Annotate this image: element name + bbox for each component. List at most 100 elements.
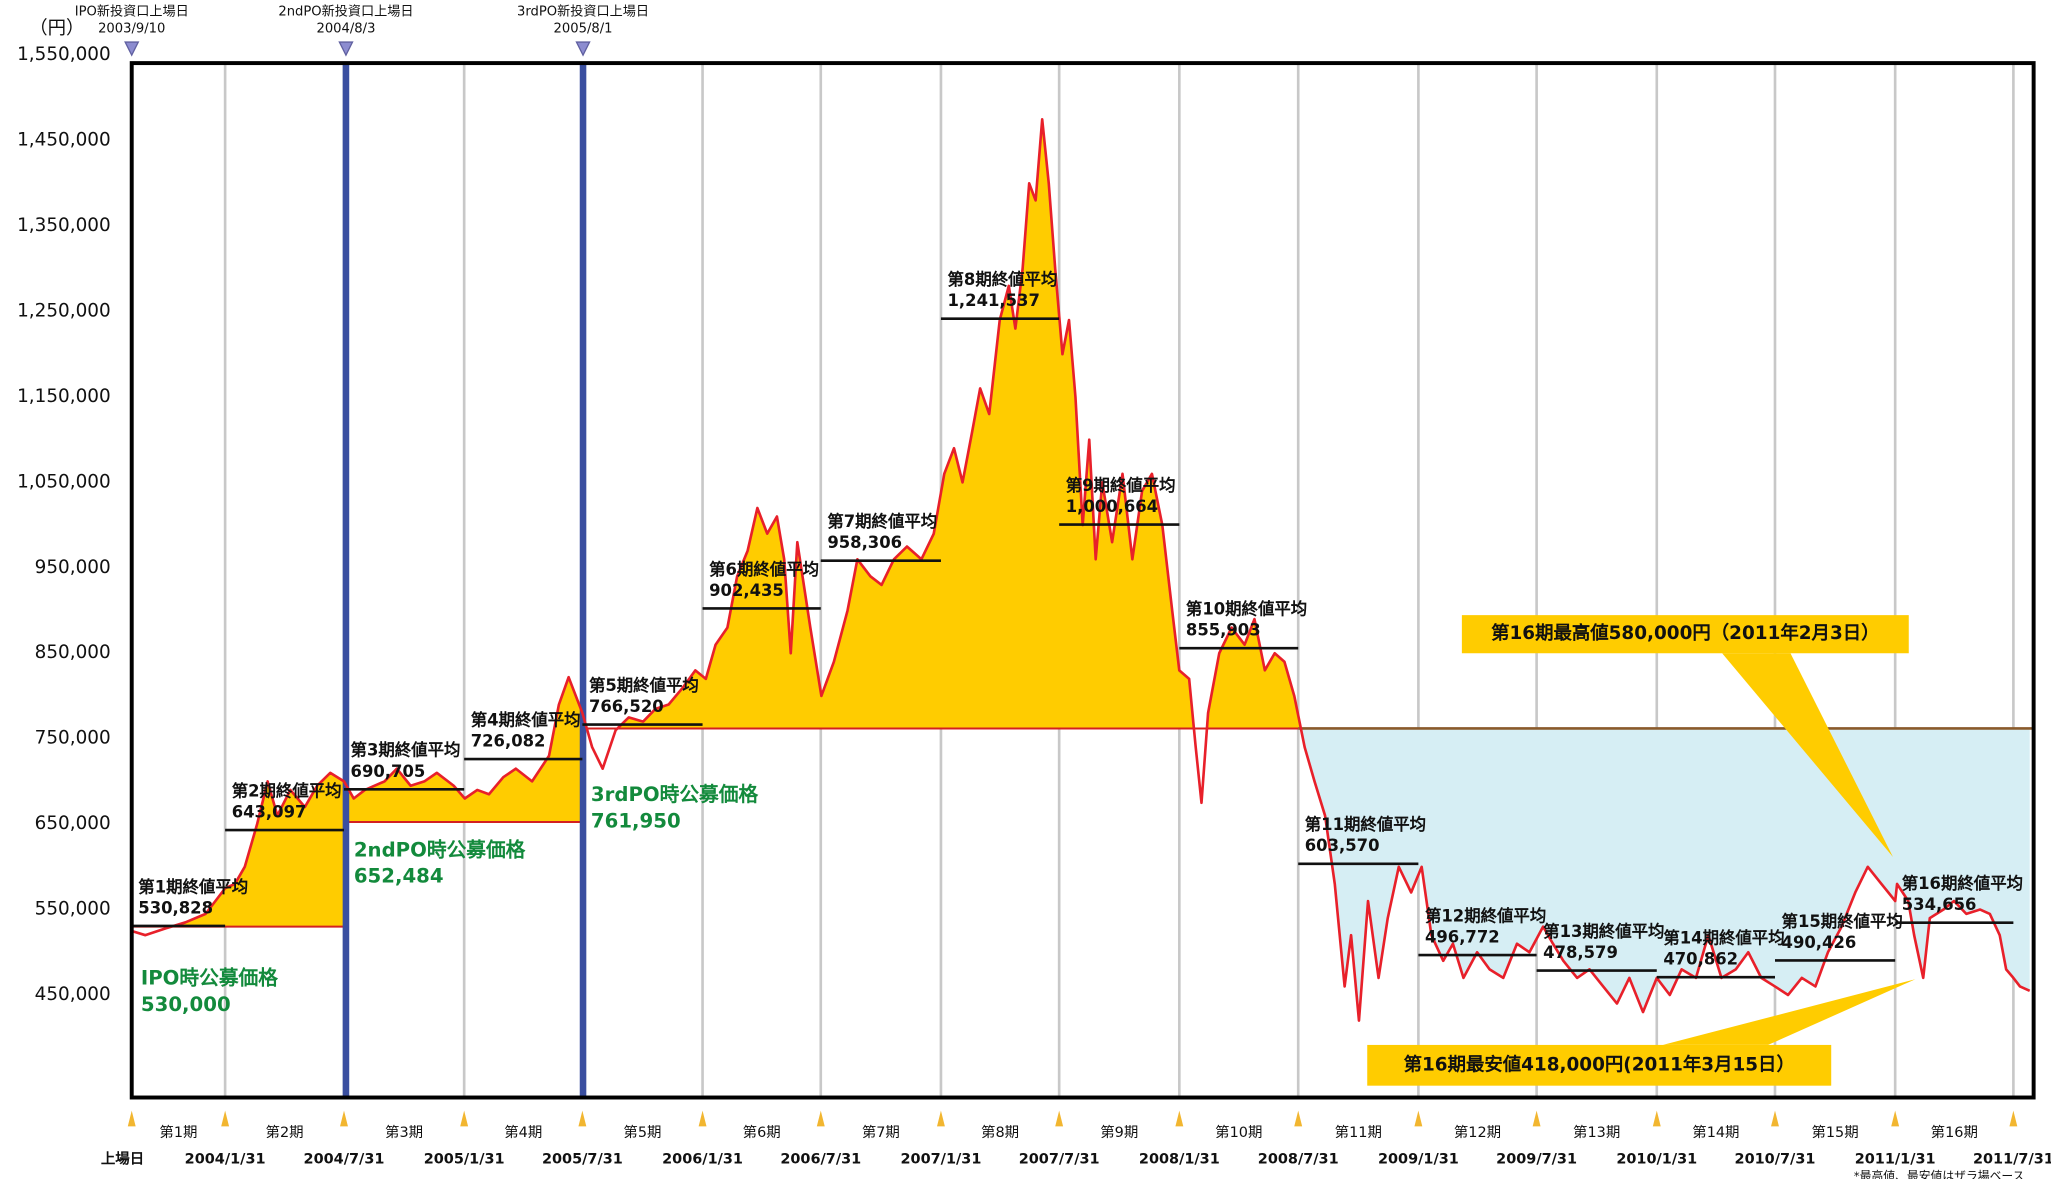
x-tick-label: 2011/7/31 [1973,1151,2051,1167]
average-value: 690,705 [351,762,426,781]
period-label: 第6期 [743,1123,781,1141]
unit-label: （円） [29,18,84,39]
x-tick-label: 2008/1/31 [1139,1151,1220,1167]
average-value: 530,828 [138,898,213,917]
y-tick-label: 850,000 [35,642,111,663]
x-tick-label: 2004/7/31 [304,1151,385,1167]
offering-label: IPO時公募価格 [141,967,278,990]
period-label: 第3期 [385,1123,423,1141]
average-value: 496,772 [1425,927,1500,946]
x-marker [221,1110,230,1127]
y-tick-label: 1,350,000 [17,215,111,236]
x-marker [1294,1110,1303,1127]
period-label: 第13期 [1573,1123,1620,1141]
average-title: 第2期終値平均 [232,781,342,800]
area-above [583,119,2030,729]
average-value: 534,656 [1902,895,1977,914]
average-title: 第4期終値平均 [471,710,581,729]
callout-box [1461,615,1909,654]
period-label: 第16期 [1931,1123,1978,1141]
average-title: 第16期終値平均 [1902,874,2023,893]
average-value: 478,579 [1543,943,1618,962]
average-value: 766,520 [589,697,664,716]
period-label: 第5期 [623,1123,661,1141]
area-above [345,677,584,822]
footnote: *最高値、最安値はザラ場ベース [1854,1169,2025,1179]
average-value: 726,082 [471,732,546,751]
offering-label: 2ndPO時公募価格 [354,838,526,861]
average-value: 902,435 [709,581,784,600]
y-tick-label: 950,000 [35,557,111,578]
x-marker [816,1110,825,1127]
average-title: 第1期終値平均 [138,877,248,896]
y-tick-label: 550,000 [35,899,111,920]
period-label: 第1期 [159,1123,197,1141]
period-label: 第8期 [981,1123,1019,1141]
x-tick-label: 2006/1/31 [662,1151,743,1167]
listing-label: IPO新投資口上場日 [75,3,189,19]
callout-box [1367,1044,1832,1086]
x-tick-label: 2008/7/31 [1258,1151,1339,1167]
average-title: 第15期終値平均 [1782,912,1903,931]
x-marker [1532,1110,1541,1127]
offering-value: 761,950 [591,809,681,832]
x-tick-label: 2005/1/31 [424,1151,505,1167]
average-title: 第14期終値平均 [1663,929,1784,948]
y-tick-label: 1,050,000 [17,471,111,492]
x-tick-label: 2010/1/31 [1616,1151,1697,1167]
listing-date: 2003/9/10 [98,21,165,36]
average-value: 490,426 [1782,933,1857,952]
y-tick-label: 1,450,000 [17,130,111,151]
period-label: 第15期 [1811,1123,1858,1141]
callout-text: 第16期最安値418,000円(2011年3月15日） [1404,1053,1795,1075]
listing-label: 3rdPO新投資口上場日 [517,3,649,19]
average-title: 第7期終値平均 [827,512,937,531]
x-marker [1414,1110,1423,1127]
x-marker [1891,1110,1900,1127]
x-tick-label: 2005/7/31 [542,1151,623,1167]
plot-frame [129,61,2036,1100]
x-tick-label: 2010/7/31 [1735,1151,1816,1167]
y-tick-label: 1,550,000 [17,44,111,65]
x-marker [698,1110,707,1127]
x-marker [1771,1110,1779,1127]
x-marker [2009,1110,2018,1127]
x-marker [937,1110,945,1127]
average-value: 603,570 [1305,836,1380,855]
y-tick-label: 650,000 [35,813,111,834]
average-value: 1,000,664 [1066,497,1158,516]
x-tick-label: 2009/7/31 [1496,1151,1577,1167]
average-title: 第13期終値平均 [1543,922,1664,941]
listing-date: 2005/8/1 [554,21,613,36]
x-marker [127,1110,136,1127]
callout-pointer [1722,653,1893,857]
x-tick-label: 2007/7/31 [1019,1151,1100,1167]
price-line [131,118,2031,1022]
x-marker [1175,1110,1184,1127]
offering-value: 652,484 [354,865,444,888]
period-label: 第12期 [1454,1123,1501,1141]
period-label: 第7期 [862,1123,900,1141]
average-title: 第12期終値平均 [1425,906,1546,925]
average-title: 第5期終値平均 [589,676,699,695]
x-marker [578,1110,587,1127]
period-label: 第4期 [504,1123,542,1141]
x-tick-label: 2006/7/31 [780,1151,861,1167]
period-label: 第2期 [266,1123,304,1141]
period-label: 第9期 [1100,1123,1138,1141]
x-tick-label: 2007/1/31 [901,1151,982,1167]
period-label: 第10期 [1215,1123,1262,1141]
offering-label: 3rdPO時公募価格 [591,783,759,806]
average-title: 第6期終値平均 [709,560,819,579]
x-marker [1652,1110,1661,1127]
average-value: 643,097 [232,802,307,821]
x-marker [460,1110,469,1127]
offering-value: 530,000 [141,993,231,1016]
average-title: 第3期終値平均 [351,741,461,760]
y-tick-label: 750,000 [35,728,111,749]
listing-marker [124,41,140,57]
average-value: 470,862 [1663,950,1738,969]
listing-marker [575,41,591,57]
area-above [131,772,346,927]
